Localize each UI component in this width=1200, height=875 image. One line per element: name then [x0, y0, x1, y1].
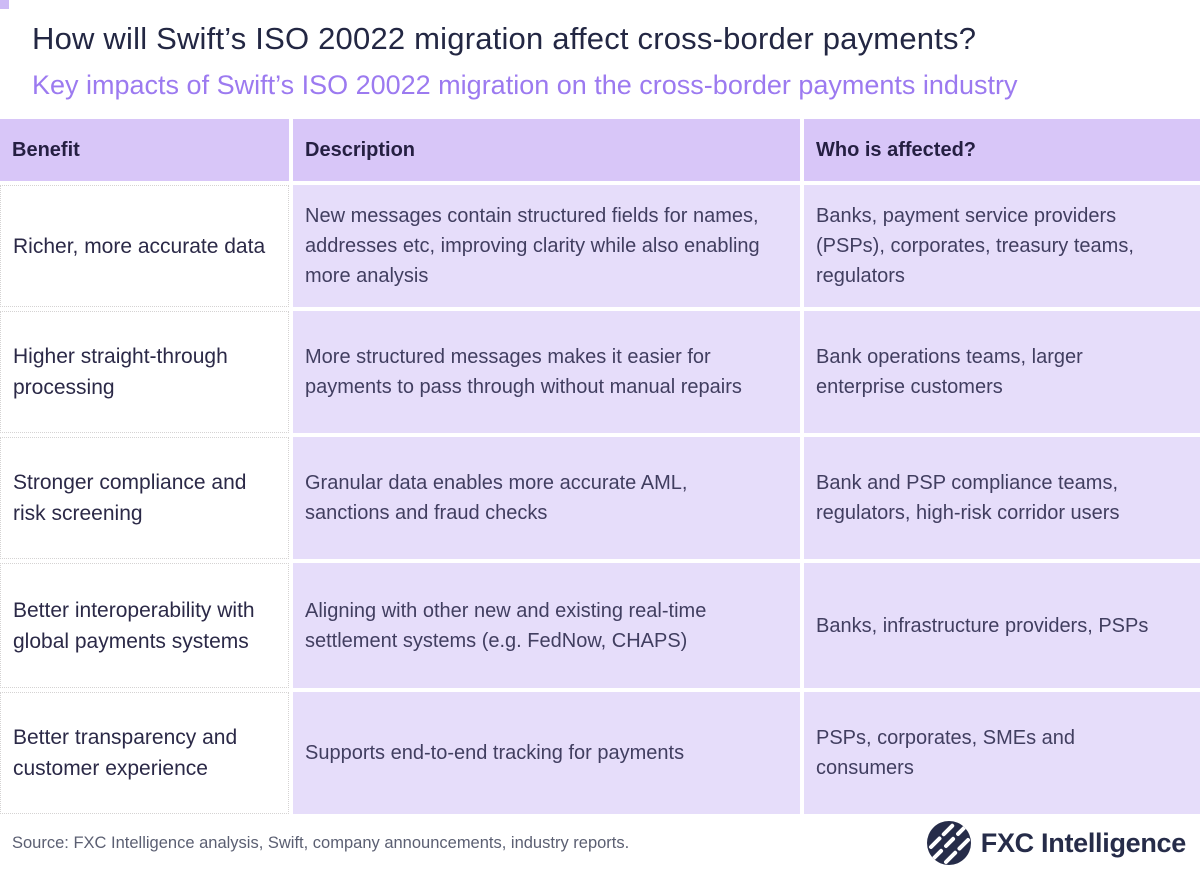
who-affected-cell: Bank operations teams, larger enterprise…	[804, 311, 1200, 433]
logo-text: FXC Intelligence	[980, 827, 1187, 858]
benefit-cell: Better transparency and customer experie…	[0, 692, 289, 814]
masthead: How will Swift’s ISO 20022 migration aff…	[0, 0, 1200, 101]
fxc-globe-icon	[926, 821, 971, 865]
footer: Source: FXC Intelligence analysis, Swift…	[0, 814, 1200, 872]
corner-accent	[0, 0, 9, 9]
page-subtitle: Key impacts of Swift’s ISO 20022 migrati…	[32, 70, 1018, 100]
who-affected-cell: Bank and PSP compliance teams, regulator…	[804, 437, 1200, 559]
who-affected-cell: Banks, infrastructure providers, PSPs	[804, 563, 1200, 688]
page-title: How will Swift’s ISO 20022 migration aff…	[32, 21, 977, 56]
description-cell: More structured messages makes it easier…	[293, 311, 800, 433]
fxc-intelligence-logo: FXC Intelligence	[926, 821, 1187, 865]
benefit-cell: Better interoperability with global paym…	[0, 563, 289, 688]
benefit-cell: Higher straight-through processing	[0, 311, 289, 433]
column-header-benefit: Benefit	[0, 119, 289, 181]
description-cell: Granular data enables more accurate AML,…	[293, 437, 800, 559]
benefit-cell: Richer, more accurate data	[0, 185, 289, 307]
description-cell: Supports end-to-end tracking for payment…	[293, 692, 800, 814]
who-affected-cell: Banks, payment service providers (PSPs),…	[804, 185, 1200, 307]
benefit-cell: Stronger compliance and risk screening	[0, 437, 289, 559]
description-cell: New messages contain structured fields f…	[293, 185, 800, 307]
column-header-who-affected: Who is affected?	[804, 119, 1200, 181]
source-text: Source: FXC Intelligence analysis, Swift…	[12, 833, 630, 852]
column-header-description: Description	[293, 119, 800, 181]
who-affected-cell: PSPs, corporates, SMEs and consumers	[804, 692, 1200, 814]
description-cell: Aligning with other new and existing rea…	[293, 563, 800, 688]
benefits-table: Benefit Description Who is affected? Ric…	[0, 119, 1200, 814]
